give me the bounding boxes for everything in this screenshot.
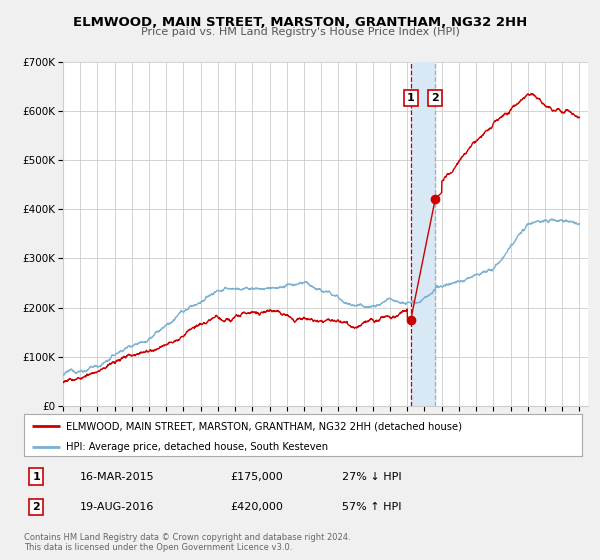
Text: 2: 2	[32, 502, 40, 512]
Bar	[411, 62, 436, 406]
Text: Price paid vs. HM Land Registry's House Price Index (HPI): Price paid vs. HM Land Registry's House …	[140, 27, 460, 37]
Text: ELMWOOD, MAIN STREET, MARSTON, GRANTHAM, NG32 2HH (detached house): ELMWOOD, MAIN STREET, MARSTON, GRANTHAM,…	[66, 421, 462, 431]
Text: 2: 2	[431, 93, 439, 103]
Text: 1: 1	[32, 472, 40, 482]
Text: Contains HM Land Registry data © Crown copyright and database right 2024.: Contains HM Land Registry data © Crown c…	[24, 533, 350, 542]
Text: HPI: Average price, detached house, South Kesteven: HPI: Average price, detached house, Sout…	[66, 442, 328, 452]
Text: 19-AUG-2016: 19-AUG-2016	[80, 502, 154, 512]
Text: 16-MAR-2015: 16-MAR-2015	[80, 472, 154, 482]
Text: 57% ↑ HPI: 57% ↑ HPI	[342, 502, 401, 512]
Text: 1: 1	[407, 93, 415, 103]
Text: £420,000: £420,000	[230, 502, 283, 512]
Text: £175,000: £175,000	[230, 472, 283, 482]
Text: 27% ↓ HPI: 27% ↓ HPI	[342, 472, 401, 482]
Text: This data is licensed under the Open Government Licence v3.0.: This data is licensed under the Open Gov…	[24, 543, 292, 552]
Text: ELMWOOD, MAIN STREET, MARSTON, GRANTHAM, NG32 2HH: ELMWOOD, MAIN STREET, MARSTON, GRANTHAM,…	[73, 16, 527, 29]
